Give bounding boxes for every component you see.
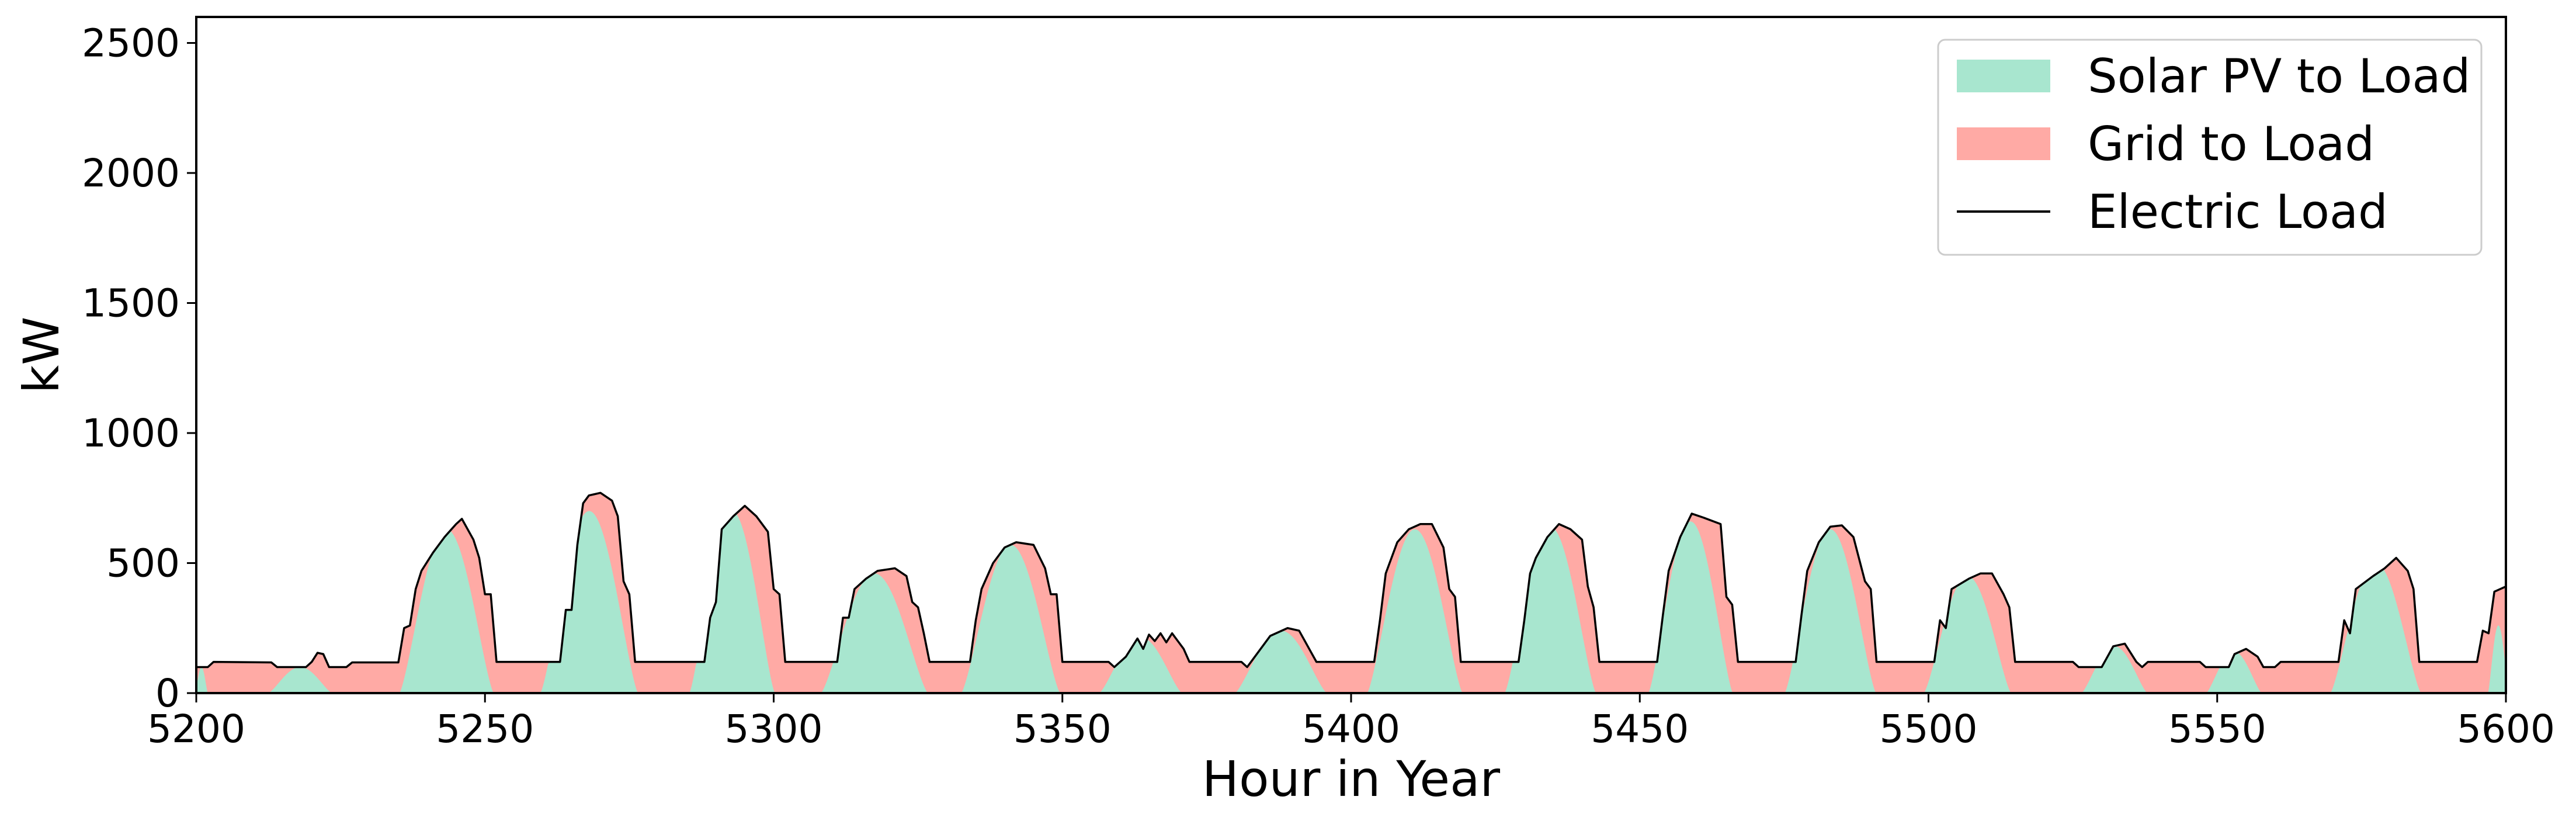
legend-label-load: Electric Load xyxy=(2088,185,2388,239)
y-tick-label: 0 xyxy=(155,671,180,716)
y-tick-label: 1000 xyxy=(82,411,180,456)
x-tick-label: 5600 xyxy=(2457,707,2555,752)
legend-swatch-grid xyxy=(1957,127,2050,160)
x-tick-label: 5500 xyxy=(1880,707,1978,752)
area-solar-pv-14 xyxy=(1924,577,2011,693)
plot-area xyxy=(196,491,2506,693)
y-axis-title: kW xyxy=(13,317,70,394)
area-solar-pv-6 xyxy=(821,573,928,693)
area-grid-to-load xyxy=(196,493,2506,693)
legend-label-solar: Solar PV to Load xyxy=(2088,49,2470,103)
x-tick-label: 5550 xyxy=(2168,707,2266,752)
area-solar-pv-7 xyxy=(961,545,1060,693)
area-solar-pv-18 xyxy=(2488,625,2506,693)
area-solar-pv-1 xyxy=(196,667,208,693)
x-axis: 5200 5250 5300 5350 5400 5450 5500 5550 5600 xyxy=(147,693,2555,752)
legend-box xyxy=(1937,39,2483,256)
y-axis: 0 500 1000 1500 2000 2500 xyxy=(82,21,196,716)
area-solar-pv-9 xyxy=(1235,631,1327,693)
area-solar-pv-17 xyxy=(2330,569,2421,693)
x-tick-label: 5200 xyxy=(147,707,245,752)
area-solar-pv-15 xyxy=(2081,646,2148,693)
y-tick-label: 2000 xyxy=(82,151,180,196)
legend-label-grid: Grid to Load xyxy=(2088,117,2374,171)
x-axis-title: Hour in Year xyxy=(1202,750,1501,808)
y-tick-label: 2500 xyxy=(82,21,180,66)
legend-swatch-solar xyxy=(1957,60,2050,92)
area-solar-pv-11 xyxy=(1504,529,1596,693)
x-tick-label: 5300 xyxy=(725,707,823,752)
y-tick-label: 500 xyxy=(106,541,180,586)
area-solar-pv-8 xyxy=(1099,638,1182,693)
area-solar-pv-5 xyxy=(689,514,775,693)
x-tick-label: 5350 xyxy=(1013,707,1112,752)
y-tick-label: 1500 xyxy=(82,281,180,326)
area-solar-pv-12 xyxy=(1648,521,1733,693)
line-electric-load xyxy=(196,491,2506,669)
x-tick-label: 5450 xyxy=(1591,707,1689,752)
area-solar-pv-16 xyxy=(2206,653,2262,693)
area-solar-pv-10 xyxy=(1367,529,1463,693)
area-solar-pv-3 xyxy=(399,531,494,693)
x-tick-label: 5250 xyxy=(436,707,534,752)
area-solar-pv-13 xyxy=(1785,529,1876,693)
area-solar-pv-2 xyxy=(268,667,332,693)
legend: Solar PV to Load Grid to Load Electric L… xyxy=(1937,39,2483,256)
x-tick-label: 5400 xyxy=(1302,707,1400,752)
area-solar-pv-4 xyxy=(540,511,638,693)
